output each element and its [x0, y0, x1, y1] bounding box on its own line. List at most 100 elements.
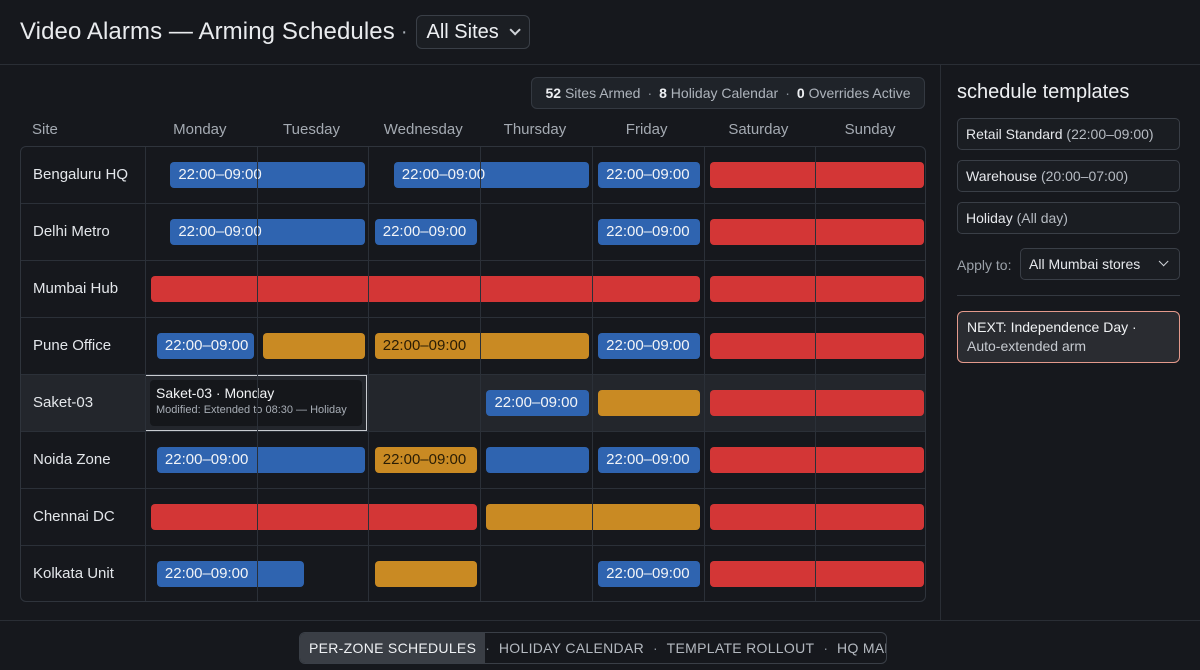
holiday-label: Holiday Calendar — [670, 85, 779, 101]
schedule-block-red[interactable] — [709, 333, 924, 359]
schedule-block-red[interactable] — [709, 390, 924, 416]
column-header-monday: Monday — [173, 121, 227, 138]
site-name: Pune Office — [33, 337, 112, 354]
mode-tab-holiday-calendar[interactable]: HOLIDAY CALENDAR — [498, 640, 644, 656]
next-holiday-card[interactable]: NEXT: Independence Day · Auto-extended a… — [957, 311, 1180, 363]
site-name: Chennai DC — [33, 508, 115, 525]
schedule-block-red[interactable] — [709, 447, 924, 473]
grid-divider — [145, 147, 146, 601]
template-range: (20:00–07:00) — [1040, 168, 1129, 184]
site-name: Saket-03 — [33, 394, 94, 411]
tooltip-body: Saket-03 · Monday Modified: Extended to 0… — [150, 380, 362, 426]
templates-heading: schedule templates — [957, 81, 1130, 103]
schedule-block-amber[interactable] — [374, 561, 478, 587]
schedule-block-blue[interactable]: 22:00–09:00 — [598, 333, 701, 359]
column-header-site: Site — [32, 121, 58, 138]
schedule-block-blue[interactable]: 22:00–09:00 — [393, 162, 589, 188]
schedule-block-amber[interactable]: 22:00–09:00 — [374, 333, 589, 359]
schedule-block-amber[interactable] — [486, 504, 701, 530]
mode-separator: · — [653, 640, 658, 656]
grid-divider — [256, 147, 258, 601]
mode-tab-per-zone-schedules[interactable]: PER-ZONE SCHEDULES — [300, 633, 486, 663]
schedule-row-bengaluru-hq[interactable]: Bengaluru HQ 22:00–09:00 22:00–09:00 22:00–… — [21, 147, 925, 204]
column-header-tuesday: Tuesday — [283, 121, 341, 138]
schedule-row-saket-03[interactable]: Saket-03 22:00–09:00 Saket-03 · Monday Modi… — [21, 375, 925, 432]
page-title: Video Alarms — Arming Schedules — [20, 18, 395, 45]
site-name: Noida Zone — [33, 451, 111, 468]
schedule-block-red[interactable] — [709, 219, 924, 245]
schedule-block-blue[interactable] — [486, 447, 589, 473]
chevron-down-icon — [1158, 256, 1169, 267]
template-holiday[interactable]: Holiday (All day) — [957, 202, 1180, 234]
tooltip-subtitle: Modified: Extended to 08:30 — Holiday — [156, 404, 347, 416]
site-name: Bengaluru HQ — [33, 166, 129, 183]
site-name: Delhi Metro — [33, 223, 110, 240]
schedule-block-blue[interactable]: 22:00–09:00 — [598, 219, 701, 245]
mode-tab-template-rollout[interactable]: TEMPLATE ROLLOUT — [666, 640, 815, 656]
template-range: (All day) — [1016, 210, 1068, 226]
schedule-row-delhi-metro[interactable]: Delhi Metro 22:00–09:00 22:00–09:00 22:00–0… — [21, 204, 925, 261]
templates-sidebar: schedule templates Retail Standard (22:0… — [940, 65, 1200, 620]
apply-to-dropdown[interactable]: All Mumbai stores — [1020, 248, 1180, 280]
tooltip-title: Saket-03 · Monday — [156, 385, 275, 401]
schedule-block-blue[interactable]: 22:00–09:00 — [170, 162, 366, 188]
mode-tab-hq-managed[interactable]: HQ MANAGED — [837, 640, 886, 656]
grid-divider — [591, 147, 593, 601]
grid-divider — [815, 147, 817, 601]
schedule-block-red[interactable] — [709, 561, 924, 587]
holiday-count: 8 — [659, 85, 667, 101]
mode-switcher: PER-ZONE SCHEDULES · HOLIDAY CALENDAR · TEMP… — [299, 632, 887, 664]
column-header-sunday: Sunday — [844, 121, 896, 138]
template-warehouse[interactable]: Warehouse (20:00–07:00) — [957, 160, 1180, 192]
schedule-block-red[interactable] — [709, 504, 924, 530]
schedule-block-blue[interactable]: 22:00–09:00 — [156, 333, 254, 359]
overrides-count: 0 — [796, 85, 805, 101]
schedule-block-blue[interactable]: 22:00–09:00 — [598, 561, 701, 587]
apply-to-value: All Mumbai stores — [1029, 256, 1141, 272]
schedule-block-amber[interactable]: 22:00–09:00 — [374, 447, 478, 473]
schedule-row-noida-zone[interactable]: Noida Zone 22:00–09:00 22:00–09:00 22:00–09… — [21, 432, 925, 489]
schedule-block-blue[interactable]: 22:00–09:00 — [156, 561, 304, 587]
schedule-block-blue[interactable]: 22:00–09:00 — [170, 219, 366, 245]
next-holiday-title: NEXT: Independence Day · — [967, 319, 1137, 335]
schedule-block-red[interactable] — [151, 504, 478, 530]
template-name: Holiday — [966, 210, 1013, 226]
column-header-thursday: Thursday — [503, 121, 567, 138]
schedule-block-blue[interactable]: 22:00–09:00 — [486, 390, 589, 416]
schedule-row-chennai-dc[interactable]: Chennai DC — [21, 489, 925, 546]
column-header-friday: Friday — [625, 121, 668, 138]
sidebar-divider — [957, 295, 1180, 296]
schedule-block-blue[interactable]: 22:00–09:00 — [598, 162, 701, 188]
schedule-row-mumbai-hub[interactable]: Mumbai Hub — [21, 261, 925, 318]
schedule-block-blue[interactable]: 22:00–09:00 — [156, 447, 366, 473]
schedule-block-blue[interactable]: 22:00–09:00 — [598, 447, 701, 473]
armed-count: 52 — [545, 85, 562, 101]
template-range: (22:00–09:00) — [1066, 126, 1154, 142]
template-retail-standard[interactable]: Retail Standard (22:00–09:00) — [957, 118, 1180, 150]
grid-divider — [368, 147, 370, 601]
schedule-block-blue[interactable]: 22:00–09:00 — [374, 219, 478, 245]
schedule-row-pune-office[interactable]: Pune Office 22:00–09:00 22:00–09:00 22:00–0… — [21, 318, 925, 375]
schedule-block-amber[interactable] — [263, 333, 366, 359]
title-separator: · — [400, 20, 408, 43]
grid-divider — [703, 147, 705, 601]
schedule-grid: Bengaluru HQ 22:00–09:00 22:00–09:00 22:00–… — [20, 146, 926, 602]
site-filter-value: All Sites — [426, 20, 499, 43]
grid-divider — [480, 147, 482, 601]
schedule-block-red[interactable] — [709, 276, 924, 302]
template-name: Retail Standard — [966, 126, 1063, 142]
chevron-down-icon — [509, 24, 521, 36]
next-holiday-detail: Auto-extended arm — [967, 338, 1087, 354]
mode-separator: · — [485, 640, 490, 656]
schedule-block-red[interactable] — [709, 162, 924, 188]
armed-summary: 52 Sites Armed · 8 Holiday Calendar · 0 … — [531, 77, 925, 109]
schedule-block-amber[interactable] — [598, 390, 701, 416]
footer-bar: PER-ZONE SCHEDULES · HOLIDAY CALENDAR · TEMP… — [0, 620, 1200, 670]
schedule-row-kolkata-unit[interactable]: Kolkata Unit 22:00–09:00 22:00–09:00 — [21, 546, 925, 601]
schedule-block-red[interactable] — [151, 276, 701, 302]
site-filter-dropdown[interactable]: All Sites — [415, 15, 530, 49]
template-name: Warehouse — [966, 168, 1038, 184]
schedule-tooltip: Saket-03 · Monday Modified: Extended to 0… — [145, 375, 367, 431]
column-header-wednesday: Wednesday — [383, 121, 463, 138]
site-name: Kolkata Unit — [33, 565, 114, 582]
